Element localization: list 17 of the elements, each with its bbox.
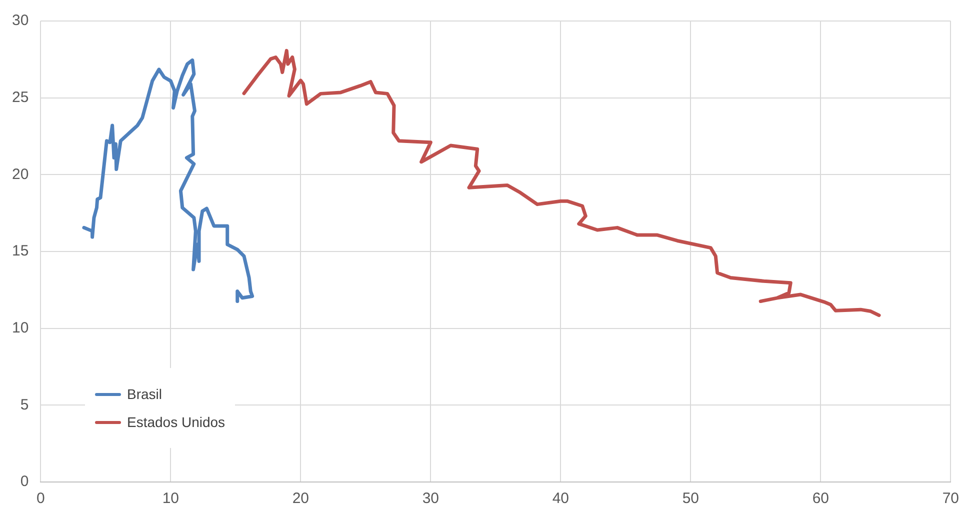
y-tick-label: 20 [12,166,29,183]
y-tick-label: 5 [20,396,29,414]
y-tick-label: 15 [12,242,29,260]
y-tick-label: 10 [12,319,29,336]
y-tick-label: 0 [20,473,29,490]
y-tick-label: 30 [12,12,29,30]
x-tick-label: 40 [552,490,570,508]
x-tick-label: 30 [422,490,440,508]
x-tick-label: 10 [162,490,180,508]
y-tick-label: 25 [12,88,29,106]
legend-label: Brasil [127,386,162,402]
x-tick-label: 50 [682,490,700,508]
x-tick-label: 60 [812,490,830,508]
x-tick-label: 0 [36,490,45,508]
x-tick-label: 70 [942,490,959,508]
x-tick-label: 20 [292,490,310,508]
legend-label: Estados Unidos [127,414,226,430]
